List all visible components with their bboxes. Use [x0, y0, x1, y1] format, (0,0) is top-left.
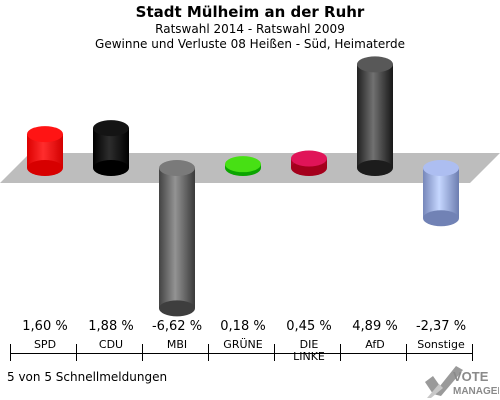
x-axis-tick — [340, 344, 341, 361]
x-axis-line — [10, 353, 472, 354]
x-axis-tick — [208, 344, 209, 361]
category-label: MBI — [166, 338, 188, 351]
category-label: Sonstige — [417, 338, 465, 351]
value-label: 1,88 % — [88, 319, 134, 334]
x-axis-tick — [10, 344, 11, 361]
x-axis-tick — [76, 344, 77, 361]
logo-text-manager: MANAGER — [453, 386, 499, 397]
check-icon — [425, 366, 463, 398]
x-axis-tick — [472, 344, 473, 361]
value-label: -6,62 % — [151, 319, 203, 334]
bar-gr-ne — [225, 156, 261, 176]
chart-subtitle: Ratswahl 2014 - Ratswahl 2009 — [155, 22, 345, 36]
bar-die-linke — [291, 150, 327, 176]
bar-mbi — [159, 160, 195, 317]
bar-spd — [27, 126, 63, 176]
bar-cdu — [93, 120, 129, 176]
logo-text-vote: VOTE — [453, 369, 489, 384]
votemanager-logo: VOTE MANAGER — [425, 366, 499, 398]
chart-title: Stadt Mülheim an der Ruhr — [135, 3, 365, 21]
value-label: 4,89 % — [352, 319, 398, 334]
value-label: 1,60 % — [22, 319, 68, 334]
category-label: AfD — [365, 338, 385, 351]
value-label: 0,45 % — [286, 319, 332, 334]
category-label: GRÜNE — [223, 338, 263, 351]
category-label: SPD — [33, 338, 57, 351]
category-label: CDU — [98, 338, 124, 351]
x-axis-tick — [274, 344, 275, 361]
category-label: DIE LINKE — [293, 338, 325, 363]
chart-subtitle-region: Gewinne und Verluste 08 Heißen - Süd, He… — [95, 37, 405, 51]
footer-status: 5 von 5 Schnellmeldungen — [7, 370, 168, 384]
value-label: -2,37 % — [415, 319, 467, 334]
x-axis-tick — [142, 344, 143, 361]
bar-sonstige — [423, 160, 459, 227]
bar-afd — [357, 56, 393, 176]
value-label: 0,18 % — [220, 319, 266, 334]
bar-chart — [0, 56, 500, 317]
x-axis-tick — [406, 344, 407, 361]
